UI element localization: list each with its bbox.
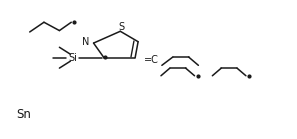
Text: Sn: Sn [16, 108, 31, 121]
Text: =C: =C [144, 55, 159, 65]
Text: N: N [83, 37, 90, 47]
Text: S: S [119, 22, 125, 32]
Text: Si: Si [68, 53, 77, 63]
